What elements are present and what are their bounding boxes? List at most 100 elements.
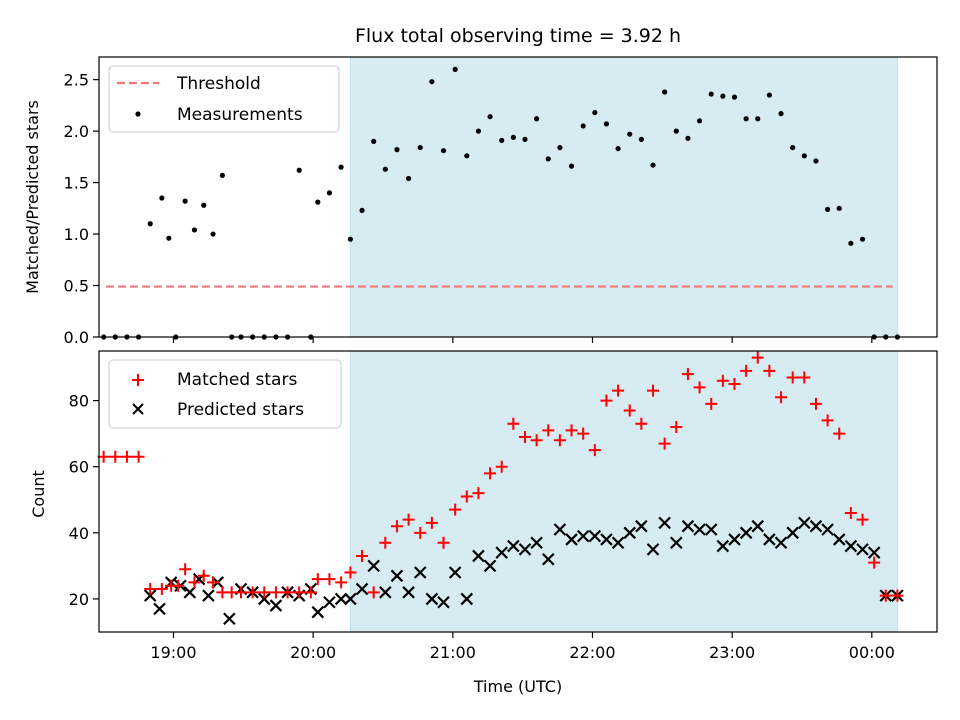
matched-star-point — [120, 450, 133, 463]
predicted-star-point — [257, 592, 271, 606]
predicted-star-point — [565, 533, 578, 546]
predicted-star-point — [786, 526, 799, 540]
measurement-point — [371, 138, 377, 145]
matched-star-point — [623, 404, 636, 417]
measurement-point — [627, 131, 633, 137]
matched-star-point — [681, 368, 694, 381]
top-y-tick-label: 0.0 — [64, 328, 89, 347]
matched-star-point — [612, 384, 625, 397]
measurement-point — [708, 91, 714, 97]
matched-star-point — [155, 583, 168, 596]
predicted-star-point — [379, 586, 392, 599]
matched-star-point — [658, 437, 671, 450]
predicted-star-point — [472, 549, 485, 563]
measurement-point — [813, 158, 819, 164]
top-y-axis-label: Matched/Predicted stars — [23, 100, 42, 294]
matched-star-point — [716, 374, 729, 387]
predicted-star-point — [658, 516, 671, 530]
predicted-star-point — [269, 599, 283, 612]
predicted-star-point — [483, 559, 497, 573]
matched-star-point — [705, 397, 718, 410]
measurement-point — [452, 66, 458, 72]
measurement-point — [326, 190, 333, 196]
bottom-y-tick-label: 60 — [69, 458, 89, 477]
x-tick-label: 19:00 — [150, 643, 196, 662]
chart-title: Flux total observing time = 3.92 h — [355, 25, 681, 47]
predicted-star-point — [367, 559, 380, 573]
top-y-tick-label: 2.0 — [64, 122, 89, 141]
matched-star-point — [172, 579, 185, 592]
top-observing-span — [349, 56, 898, 338]
predicted-star-point — [507, 539, 520, 553]
measurement-point — [347, 236, 353, 242]
matched-star-point — [518, 430, 531, 443]
matched-star-point — [844, 506, 857, 519]
matched-star-point — [144, 583, 157, 596]
x-tick-label: 20:00 — [290, 643, 336, 662]
matched-star-point — [335, 576, 348, 589]
predicted-star-point — [355, 582, 369, 596]
bottom-y-tick-label: 20 — [69, 590, 89, 609]
predicted-star-point — [143, 589, 157, 602]
matched-star-point — [856, 513, 869, 526]
matched-star-point — [775, 391, 788, 404]
matched-star-point — [390, 520, 403, 533]
matched-star-point — [246, 586, 259, 599]
measurement-point — [394, 147, 400, 153]
legend-predicted-label: Predicted stars — [177, 400, 304, 420]
matched-star-point — [600, 394, 613, 407]
measurement-point — [534, 116, 540, 122]
bottom-y-ticks: 20 40 60 80 — [69, 392, 99, 609]
matched-star-point — [234, 586, 247, 599]
measurement-point — [219, 172, 225, 178]
matched-star-point — [809, 397, 822, 410]
bottom-legend: Matched stars Predicted stars — [108, 359, 342, 429]
bottom-plot-frame — [98, 350, 938, 633]
measurement-point — [615, 146, 621, 152]
matched-star-point — [693, 381, 706, 394]
predicted-star-point — [774, 536, 788, 550]
measurement-point — [429, 79, 435, 85]
predicted-star-point — [751, 519, 765, 533]
matched-star-point — [647, 384, 660, 397]
measurement-point — [166, 235, 172, 241]
matched-star-point — [553, 434, 566, 447]
predicted-star-point — [448, 566, 462, 579]
predicted-star-point — [821, 523, 834, 536]
measurement-point — [859, 236, 866, 242]
matched-star-point — [670, 421, 683, 434]
matched-star-point — [207, 576, 220, 589]
matched-star-point — [414, 526, 427, 539]
top-x-ticks — [172, 337, 873, 343]
matched-star-point — [379, 536, 392, 549]
matched-star-point — [97, 450, 110, 463]
measurement-point — [743, 116, 749, 122]
bottom-y-tick-label: 80 — [69, 392, 89, 411]
predicted-star-point — [334, 592, 348, 606]
predicted-star-point — [541, 552, 555, 566]
matched-star-point — [786, 371, 799, 384]
matched-star-point — [425, 516, 438, 529]
matched-star-point — [311, 573, 324, 586]
top-y-tick-label: 2.5 — [64, 71, 89, 90]
predicted-star-point — [728, 533, 741, 546]
predicted-star-point — [402, 586, 415, 599]
legend-matched-swatch — [132, 374, 144, 386]
measurement-point — [568, 163, 575, 169]
measurement-point — [522, 136, 528, 142]
measurement-point — [848, 240, 854, 246]
predicted-star-point — [413, 566, 427, 579]
predicted-star-point — [323, 595, 336, 609]
measurement-points — [101, 66, 901, 340]
predicted-star-point — [576, 529, 590, 543]
measurement-point — [499, 137, 505, 143]
measurement-point — [836, 205, 842, 211]
predicted-star-point — [623, 526, 637, 540]
matched-star-point — [833, 427, 846, 440]
measurement-point — [731, 94, 738, 100]
measurement-point — [766, 92, 773, 98]
matched-star-point — [179, 563, 192, 576]
x-tick-label: 23:00 — [709, 643, 755, 662]
bottom-observing-span — [349, 350, 898, 633]
